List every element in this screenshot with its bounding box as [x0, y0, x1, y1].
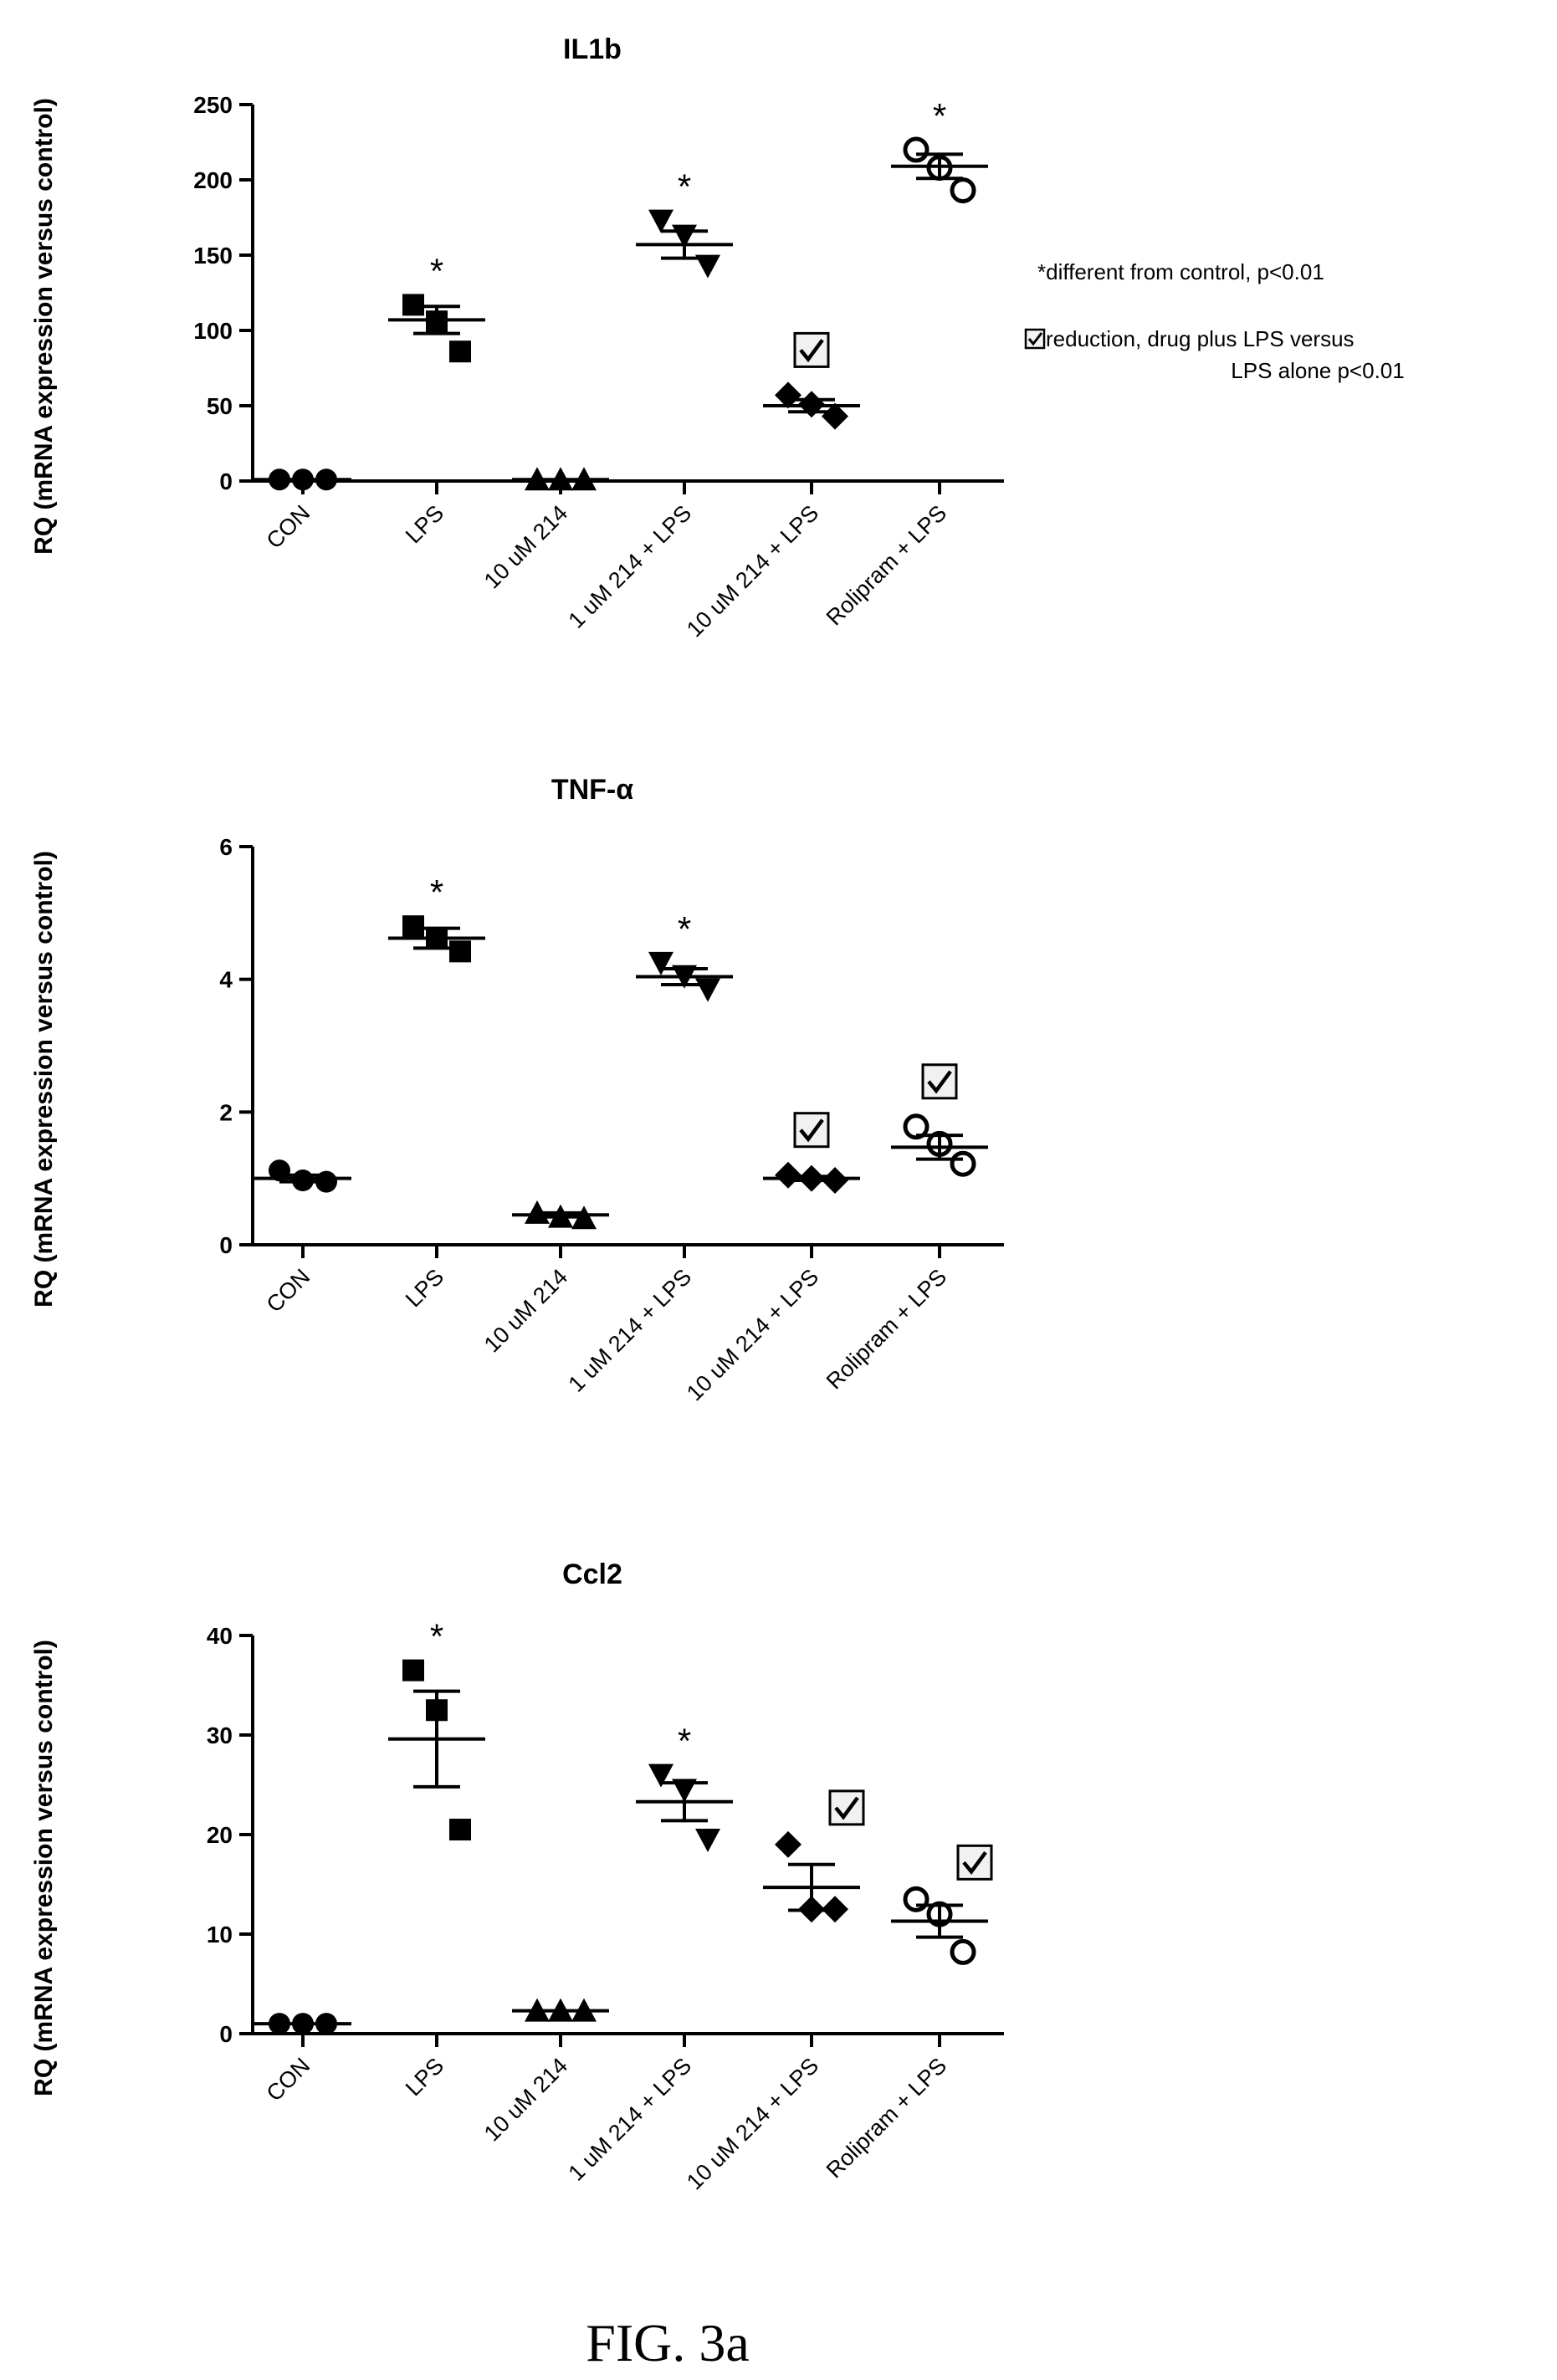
significance-star: *: [430, 1617, 443, 1656]
group-5: [763, 331, 860, 430]
x-tick-label: Rolipram + LPS: [822, 2053, 951, 2183]
group-5: [763, 1112, 860, 1195]
y-tick-label: 250: [193, 92, 233, 118]
data-point: [822, 402, 848, 430]
group-6: [891, 1844, 993, 1965]
chart-title: Ccl2: [562, 1559, 622, 1590]
data-point: [903, 1113, 930, 1140]
y-tick-label: 100: [193, 318, 233, 344]
significance-star: *: [430, 251, 443, 290]
data-point: [449, 1819, 471, 1841]
data-point: [950, 1150, 976, 1177]
data-point: [449, 940, 471, 963]
group-1: [254, 1159, 351, 1193]
data-point: [648, 951, 674, 975]
group-2: *: [388, 251, 485, 363]
group-3: [512, 467, 609, 491]
x-tick-label: 1 uM 214 + LPS: [564, 1264, 697, 1397]
group-2: *: [388, 873, 485, 963]
check-mark-icon: [921, 1063, 958, 1100]
y-tick-label: 0: [219, 2021, 233, 2047]
y-axis-label: RQ (mRNA expression versus control): [30, 1640, 58, 2096]
chart-title: IL1b: [563, 33, 622, 65]
x-tick-label: LPS: [401, 1264, 448, 1312]
group-6: *: [891, 96, 988, 204]
data-point: [402, 1659, 424, 1681]
group-1: [254, 468, 351, 491]
significance-star: *: [678, 909, 691, 949]
y-tick-label: 200: [193, 167, 233, 193]
data-point: [648, 209, 674, 233]
group-2: *: [388, 1617, 485, 1841]
data-point: [695, 1828, 720, 1852]
x-tick-label: 1 uM 214 + LPS: [564, 2053, 697, 2186]
group-4: *: [636, 1722, 733, 1852]
group-5: [763, 1789, 865, 1923]
y-tick-label: 0: [219, 1232, 233, 1258]
x-tick-label: Rolipram + LPS: [822, 500, 951, 630]
significance-star: *: [678, 1722, 691, 1761]
data-point: [695, 978, 720, 1002]
x-tick-label: LPS: [401, 500, 448, 548]
x-tick-label: 10 uM 214 + LPS: [682, 2053, 823, 2194]
check-mark-icon: [793, 1112, 830, 1149]
legend-check-text-line2: LPS alone p<0.01: [1231, 358, 1404, 383]
data-point: [648, 1763, 674, 1788]
x-tick-label: 10 uM 214: [479, 2053, 572, 2146]
legend-check-icon: [1024, 328, 1046, 350]
x-tick-label: CON: [262, 2053, 315, 2106]
chart-title: TNF-α: [551, 774, 633, 806]
y-tick-label: 20: [207, 1822, 233, 1848]
chart-panels: IL1b RQ (mRNA expression versus control) 0…: [30, 33, 1004, 2194]
x-tick-label: 10 uM 214: [479, 500, 572, 593]
chart-panel-2: TNF-α RQ (mRNA expression versus control)…: [30, 774, 1004, 1405]
y-axis-label: RQ (mRNA expression versus control): [30, 98, 58, 555]
y-axis-label: RQ (mRNA expression versus control): [30, 851, 58, 1308]
data-point: [775, 1830, 802, 1858]
check-mark-icon: [828, 1789, 865, 1826]
data-point: [775, 381, 802, 409]
data-point: [402, 915, 424, 938]
x-tick-label: LPS: [401, 2053, 448, 2101]
y-tick-label: 0: [219, 468, 233, 494]
chart-panel-3: Ccl2 RQ (mRNA expression versus control) 0…: [30, 1559, 1004, 2194]
y-tick-label: 10: [207, 1922, 233, 1948]
data-point: [950, 177, 976, 204]
group-4: *: [636, 167, 733, 279]
x-tick-label: 10 uM 214 + LPS: [682, 500, 823, 642]
check-mark-icon: [793, 331, 830, 368]
y-tick-label: 2: [219, 1099, 233, 1125]
group-6: [891, 1063, 988, 1177]
data-point: [449, 340, 471, 363]
group-3: [512, 1998, 609, 2022]
data-point: [903, 136, 930, 163]
data-point: [950, 1938, 976, 1965]
x-tick-label: Rolipram + LPS: [822, 1264, 951, 1394]
x-tick-label: CON: [262, 500, 315, 554]
y-tick-label: 4: [219, 967, 233, 993]
y-tick-label: 50: [207, 393, 233, 419]
y-tick-label: 40: [207, 1623, 233, 1649]
group-3: [512, 1200, 609, 1230]
y-tick-label: 30: [207, 1722, 233, 1748]
chart-panel-1: IL1b RQ (mRNA expression versus control) 0…: [30, 33, 1004, 642]
significance-star: *: [933, 96, 946, 136]
legend-star-text: *different from control, p<0.01: [1037, 259, 1324, 284]
group-4: *: [636, 909, 733, 1002]
data-point: [695, 254, 720, 279]
x-tick-label: 10 uM 214 + LPS: [682, 1264, 823, 1405]
group-1: [254, 2013, 351, 2035]
significance-star: *: [430, 873, 443, 912]
legend-check-text-line1: reduction, drug plus LPS versus: [1046, 326, 1355, 351]
significance-star: *: [678, 167, 691, 207]
y-tick-label: 6: [219, 834, 233, 860]
significance-legend: *different from control, p<0.01 reductio…: [1024, 259, 1405, 383]
x-tick-label: CON: [262, 1264, 315, 1318]
x-tick-label: 10 uM 214: [479, 1264, 572, 1357]
y-tick-label: 150: [193, 243, 233, 269]
x-tick-label: 1 uM 214 + LPS: [564, 500, 697, 633]
check-mark-icon: [956, 1844, 993, 1881]
figure-caption: FIG. 3a: [586, 2313, 750, 2372]
